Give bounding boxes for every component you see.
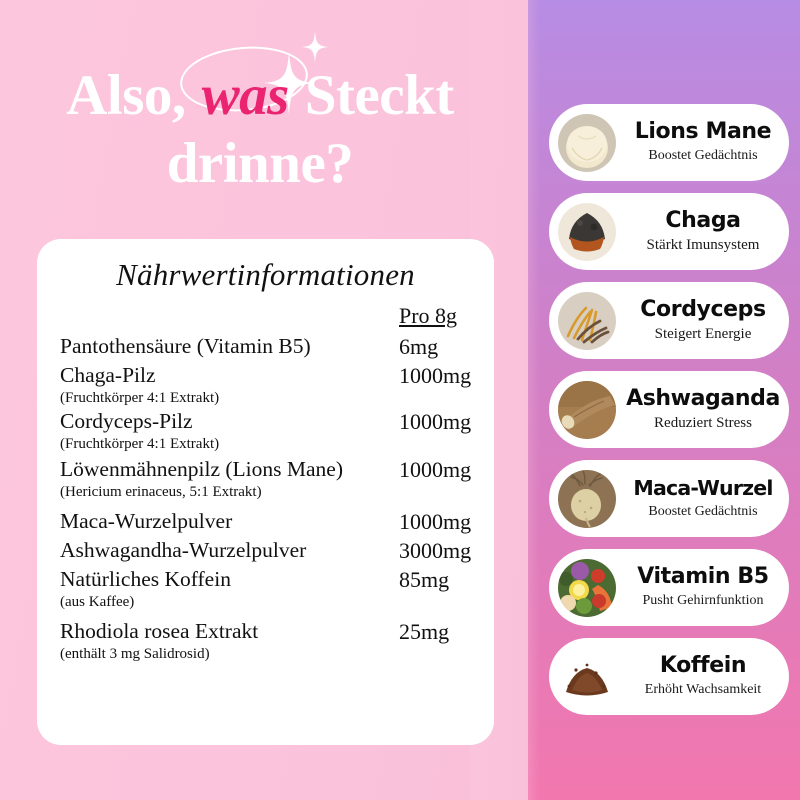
chaga-mushroom-icon (558, 202, 616, 261)
nutrition-row: Chaga-Pilz (Fruchtkörper 4:1 Extrakt) 1000… (55, 362, 484, 407)
ingredient-description: Stärkt Imunsystem (646, 237, 760, 253)
nutrient-name: Maca-Wurzelpulver (60, 509, 233, 533)
nutrition-title: Nährwertinformationen (116, 257, 415, 292)
nutrient-value: 6mg (399, 334, 439, 359)
ingredient-name: Maca-Wurzel (633, 476, 773, 500)
ingredient-card[interactable]: Koffein Erhöht Wachsamkeit (549, 638, 789, 715)
ingredient-description: Reduziert Stress (654, 415, 752, 431)
ingredient-card[interactable]: Ashwaganda Reduziert Stress (549, 371, 789, 448)
ingredient-text: Ashwaganda Reduziert Stress (616, 386, 789, 433)
headline-line-2: drinne? (166, 132, 354, 195)
ingredient-description: Steigert Energie (654, 326, 752, 342)
nutrient-value: 85mg (399, 567, 450, 592)
nutrient-name: Rhodiola rosea Extrakt (60, 619, 259, 643)
nutrient-name: Cordyceps-Pilz (60, 409, 193, 433)
nutrient-value: 3000mg (399, 538, 472, 563)
headline-word-steckt: Steckt (304, 64, 454, 127)
ingredient-card[interactable]: Vitamin B5 Pusht Gehirnfunktion (549, 549, 789, 626)
nutrition-table: Pro 8g Pantothensäure (Vitamin B5) 6mg Cha… (37, 303, 494, 663)
nutrition-row: Natürliches Koffein (aus Kaffee) 85mg (55, 566, 484, 611)
nutrition-row: Rhodiola rosea Extrakt (enthält 3 mg Sali… (55, 618, 484, 663)
ingredient-description: Boostet Gedächtnis (648, 148, 758, 163)
vegetables-fruit-icon (558, 558, 616, 617)
ingredient-name: Ashwaganda (626, 386, 780, 411)
headline-word-also: Also, (66, 64, 186, 127)
ingredient-description: Erhöht Wachsamkeit (644, 682, 762, 697)
ingredient-text: Chaga Stärkt Imunsystem (616, 208, 789, 255)
page-headline: Also, was Steckt drinne? (0, 41, 520, 198)
ingredient-text: Vitamin B5 Pusht Gehirnfunktion (616, 564, 789, 611)
nutrient-value: 1000mg (399, 409, 472, 434)
nutrient-subtitle: (Fruchtkörper 4:1 Extrakt) (60, 390, 220, 406)
ingredient-name: Cordyceps (640, 297, 766, 322)
ingredient-name: Vitamin B5 (637, 564, 769, 589)
nutrient-name: Löwenmähnenpilz (Lions Mane) (60, 457, 343, 481)
ingredient-text: Cordyceps Steigert Energie (616, 297, 789, 344)
ingredient-description: Pusht Gehirnfunktion (642, 593, 764, 608)
nutrient-name: Natürliches Koffein (60, 567, 231, 591)
headline-line-1: Also, was Steckt (0, 41, 520, 130)
ingredient-text: Lions Mane Boostet Gedächtnis (616, 119, 789, 166)
ingredient-description: Boostet Gedächtnis (648, 504, 758, 519)
nutrient-value: 25mg (399, 619, 450, 644)
headline-highlight-was: was (177, 41, 311, 130)
nutrient-subtitle: (aus Kaffee) (60, 594, 135, 610)
ingredient-card-list: Lions Mane Boostet Gedächtnis Chaga Stärkt … (549, 104, 789, 727)
ingredient-card[interactable]: Lions Mane Boostet Gedächtnis (549, 104, 789, 181)
lions-mane-mushroom-icon (558, 113, 616, 172)
nutrient-name: Pantothensäure (Vitamin B5) (60, 334, 311, 358)
ingredient-text: Koffein Erhöht Wachsamkeit (616, 653, 789, 700)
ingredient-card[interactable]: Cordyceps Steigert Energie (549, 282, 789, 359)
nutrition-row: Ashwagandha-Wurzelpulver 3000mg (55, 537, 484, 565)
ashwagandha-root-icon (558, 380, 616, 439)
nutrient-value: 1000mg (399, 457, 472, 482)
nutrition-row: Maca-Wurzelpulver 1000mg (55, 508, 484, 536)
nutrient-name: Ashwagandha-Wurzelpulver (60, 538, 307, 562)
coffee-powder-icon (558, 647, 616, 706)
nutrition-row: Cordyceps-Pilz (Fruchtkörper 4:1 Extrakt)… (55, 408, 484, 453)
nutrition-table-header: Pro 8g (55, 303, 484, 333)
ingredient-name: Koffein (659, 653, 747, 678)
value-column-header: Pro 8g (399, 303, 458, 328)
maca-root-icon (558, 469, 616, 528)
nutrient-name: Chaga-Pilz (60, 363, 156, 387)
ingredient-card[interactable]: Maca-Wurzel Boostet Gedächtnis (549, 460, 789, 537)
ingredient-name: Chaga (665, 208, 741, 233)
nutrient-value: 1000mg (399, 363, 472, 388)
ingredient-name: Lions Mane (634, 119, 772, 144)
nutrient-subtitle: (Hericium erinaceus, 5:1 Extrakt) (60, 484, 262, 500)
cordyceps-mushroom-icon (558, 291, 616, 350)
nutrition-row: Pantothensäure (Vitamin B5) 6mg (55, 333, 484, 361)
nutrient-value: 1000mg (399, 509, 472, 534)
nutrient-subtitle: (enthält 3 mg Salidrosid) (60, 646, 210, 662)
ingredient-card[interactable]: Chaga Stärkt Imunsystem (549, 193, 789, 270)
ingredient-text: Maca-Wurzel Boostet Gedächtnis (616, 475, 789, 522)
nutrition-facts-card: Nährwertinformationen Pro 8g Pantothensä… (37, 239, 494, 745)
nutrition-rows: Pantothensäure (Vitamin B5) 6mg Chaga-Pilz… (55, 333, 484, 663)
nutrition-row: Löwenmähnenpilz (Lions Mane) (Hericium er… (55, 456, 484, 501)
nutrient-subtitle: (Fruchtkörper 4:1 Extrakt) (60, 436, 220, 452)
